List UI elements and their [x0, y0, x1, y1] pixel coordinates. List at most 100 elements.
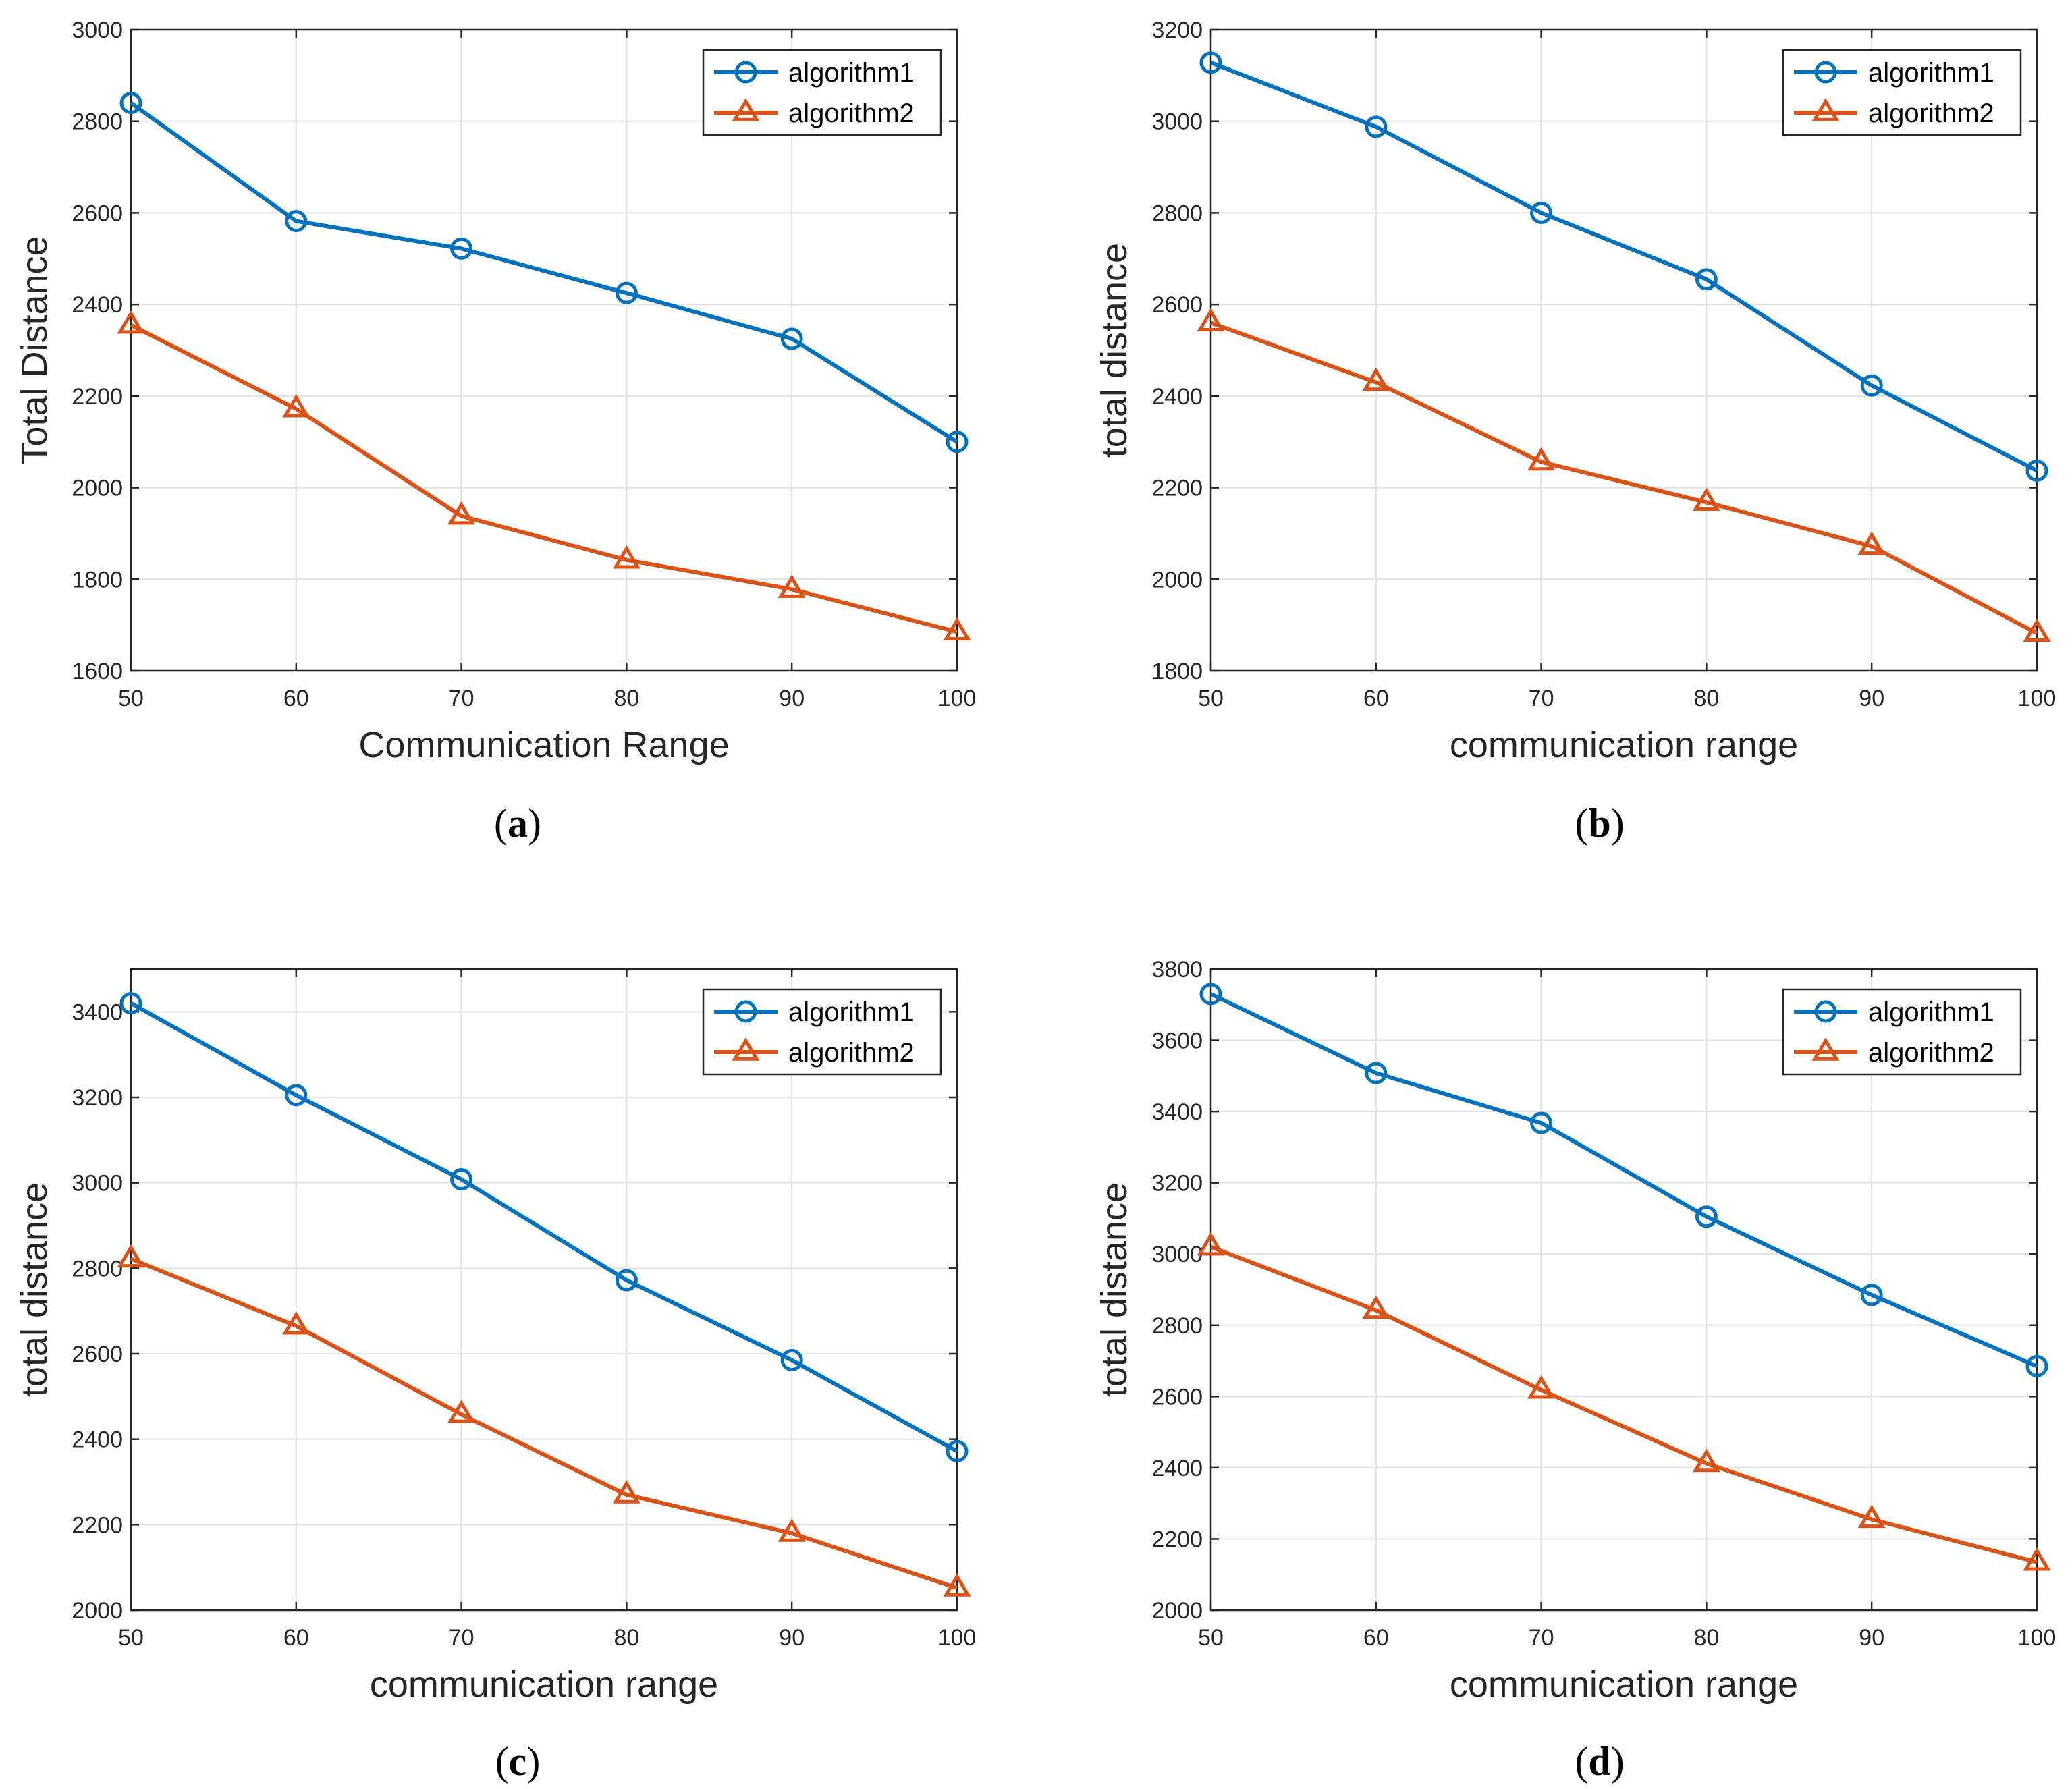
panel-label-c: (c) — [495, 1739, 541, 1784]
data-point-algorithm1 — [615, 281, 638, 304]
data-point-algorithm1 — [946, 431, 969, 453]
y-tick-label: 2200 — [1151, 476, 1203, 501]
y-tick-label: 3800 — [1151, 957, 1203, 983]
x-axis-label: communication range — [1450, 725, 1798, 765]
plot-area — [131, 30, 957, 671]
y-tick-label: 2200 — [72, 1512, 123, 1538]
y-tick-label: 3400 — [1151, 1099, 1203, 1125]
y-axis-label: total distance — [1094, 243, 1135, 458]
data-point-algorithm2 — [612, 545, 640, 569]
y-tick-label: 3000 — [1151, 1242, 1203, 1267]
x-tick-label: 80 — [614, 1625, 639, 1651]
data-point-algorithm1 — [780, 1349, 803, 1371]
y-tick-label: 2200 — [72, 384, 123, 410]
x-tick-label: 70 — [449, 1625, 474, 1651]
y-tick-label: 2400 — [1151, 384, 1203, 410]
chart-panel-b: 50 60 70 80 90 100 1800 2000 2200 2400 2600 2800 300… — [1094, 18, 2056, 765]
y-tick-label: 3200 — [1151, 1171, 1203, 1196]
y-tick-label: 1600 — [72, 659, 123, 684]
data-point-algorithm1 — [119, 92, 142, 115]
plot-area — [1211, 969, 2037, 1610]
x-tick-label: 100 — [938, 686, 977, 711]
data-point-algorithm2 — [447, 501, 476, 525]
data-point-algorithm2 — [1527, 1375, 1556, 1399]
legend-marker-algorithm2 — [732, 98, 760, 121]
series-line-algorithm2 — [1209, 1244, 2038, 1564]
y-tick-label: 2400 — [1151, 1456, 1203, 1481]
legend-marker-algorithm1 — [734, 61, 757, 84]
x-tick-label: 80 — [614, 686, 639, 711]
chart-panel-d: 50 60 70 80 90 100 2000 2200 2400 2600 2800 3000 320… — [1094, 957, 2056, 1705]
y-tick-label: 1800 — [72, 567, 123, 593]
data-point-algorithm1 — [1860, 374, 1883, 397]
series-line-algorithm1 — [1209, 992, 2038, 1369]
y-axis-label: total distance — [1094, 1182, 1135, 1397]
data-point-algorithm1 — [285, 210, 308, 233]
data-point-algorithm1 — [1530, 201, 1553, 224]
data-point-algorithm2 — [2023, 618, 2051, 642]
y-tick-label: 3600 — [1151, 1028, 1203, 1054]
y-tick-label: 2400 — [72, 292, 123, 318]
x-axis-label: Communication Range — [358, 725, 729, 765]
axes-box — [130, 28, 958, 672]
data-point-algorithm2 — [1362, 367, 1390, 391]
data-point-algorithm2 — [282, 393, 310, 418]
legend-label-algorithm1: algorithm1 — [788, 58, 915, 88]
x-tick-label: 90 — [1859, 686, 1884, 711]
legend-label-algorithm1: algorithm1 — [788, 997, 915, 1027]
data-point-algorithm2 — [1692, 1448, 1720, 1473]
x-axis-label: communication range — [370, 1664, 718, 1705]
series-line-algorithm2 — [130, 323, 958, 634]
x-tick-label: 60 — [283, 1625, 309, 1651]
data-point-algorithm1 — [1695, 268, 1718, 291]
data-point-algorithm2 — [282, 1311, 310, 1335]
series-line-algorithm2 — [1209, 321, 2038, 636]
legend-marker-algorithm1 — [1814, 1000, 1837, 1023]
x-tick-label: 100 — [938, 1625, 977, 1651]
y-tick-label: 2600 — [1151, 1384, 1203, 1410]
x-tick-label: 90 — [779, 1625, 805, 1651]
data-point-algorithm2 — [1197, 1232, 1225, 1256]
plot-area — [131, 969, 957, 1610]
series-line-algorithm2 — [130, 1257, 958, 1590]
data-point-algorithm2 — [1197, 308, 1225, 331]
y-tick-label: 2400 — [72, 1427, 123, 1453]
y-tick-label: 3400 — [72, 999, 123, 1025]
data-point-algorithm2 — [943, 617, 971, 641]
y-tick-label: 2800 — [72, 109, 123, 135]
axes-box — [130, 968, 958, 1612]
y-tick-label: 3000 — [72, 1171, 123, 1196]
x-tick-label: 50 — [1198, 686, 1224, 711]
data-point-algorithm1 — [1530, 1111, 1553, 1134]
x-tick-label: 90 — [1859, 1625, 1884, 1651]
data-point-algorithm2 — [447, 1400, 476, 1423]
legend-label-algorithm1: algorithm1 — [1868, 997, 1994, 1027]
x-tick-label: 80 — [1693, 686, 1719, 711]
x-tick-label: 50 — [1198, 1625, 1224, 1651]
y-tick-label: 3200 — [72, 1085, 123, 1111]
legend-label-algorithm1: algorithm1 — [1868, 58, 1994, 88]
y-axis-label: total distance — [14, 1182, 55, 1397]
data-point-algorithm1 — [119, 992, 142, 1015]
chart-panel-c: 50 60 70 80 90 100 2000 2200 2400 2600 2800 3000 320… — [14, 968, 977, 1705]
y-tick-label: 2800 — [72, 1256, 123, 1282]
data-point-algorithm2 — [1857, 1504, 1886, 1529]
axes-box — [1209, 28, 2038, 672]
x-tick-label: 70 — [449, 686, 474, 711]
x-tick-label: 100 — [2018, 686, 2056, 711]
data-point-algorithm2 — [943, 1573, 971, 1597]
data-point-algorithm2 — [1857, 531, 1886, 555]
y-tick-label: 3200 — [1151, 18, 1203, 43]
legend-label-algorithm2: algorithm2 — [788, 1038, 915, 1068]
y-tick-label: 2600 — [72, 200, 123, 226]
x-tick-label: 70 — [1529, 1625, 1554, 1651]
data-point-algorithm2 — [1362, 1295, 1390, 1319]
x-tick-label: 60 — [1363, 686, 1389, 711]
data-point-algorithm2 — [2023, 1547, 2051, 1571]
data-point-algorithm1 — [1199, 983, 1222, 1006]
legend-marker-algorithm2 — [1811, 1037, 1840, 1061]
y-axis-label: Total Distance — [14, 236, 55, 464]
legend-marker-algorithm1 — [1814, 61, 1837, 84]
y-tick-label: 2800 — [1151, 1313, 1203, 1339]
x-tick-label: 70 — [1529, 686, 1554, 711]
